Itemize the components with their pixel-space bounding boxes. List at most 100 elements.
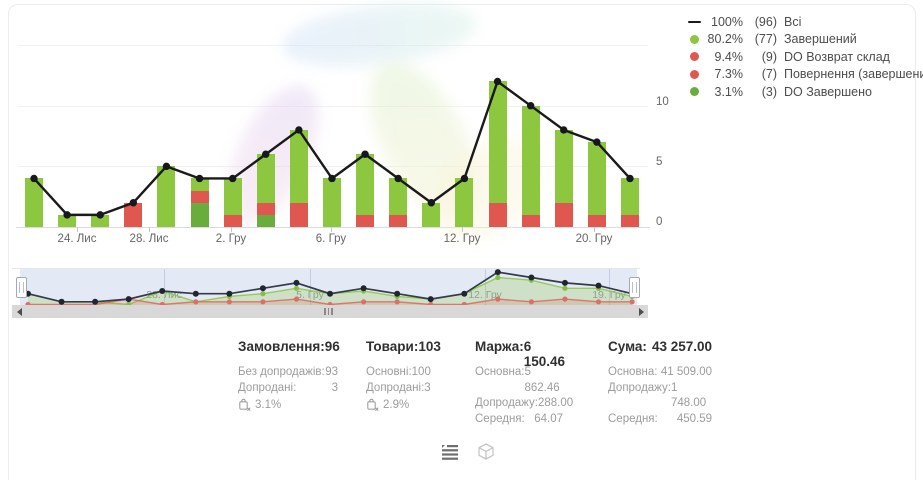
legend-label: DO Возврат склад (784, 49, 890, 64)
x-axis-line (16, 227, 650, 228)
bar-segment[interactable] (223, 214, 242, 227)
legend-item-all[interactable]: 100% (96) Всі (688, 13, 923, 31)
x-axis-tick (594, 227, 595, 232)
scrollbar-left-arrow-icon[interactable] (12, 305, 26, 318)
products-view-toggle-button[interactable] (474, 441, 498, 463)
stat-row-value: 3 (424, 381, 431, 394)
legend-item-do-completed[interactable]: 3.1% (3) DO Завершено (688, 83, 923, 101)
legend-label: Повернення (завершений) (784, 67, 923, 82)
gridline (18, 106, 648, 107)
bar-segment[interactable] (58, 214, 77, 227)
bar-segment[interactable] (322, 178, 341, 227)
bar-segment[interactable] (157, 166, 176, 227)
bar-segment[interactable] (356, 214, 375, 227)
stat-row-label: Допродані: (238, 381, 297, 394)
bar-segment[interactable] (488, 202, 507, 227)
bar-segment[interactable] (256, 202, 275, 215)
legend-percent: 9.4% (714, 49, 744, 64)
bar-segment[interactable] (587, 142, 606, 215)
stat-row-value: 1 748.00 (670, 381, 707, 410)
stat-row-label: Основна: (608, 366, 658, 378)
x-axis-tick-label: 28. Лис (129, 233, 169, 245)
bar-segment[interactable] (256, 214, 275, 227)
dot-marker-icon (690, 52, 699, 62)
bar-segment[interactable] (91, 214, 110, 227)
stat-row-label: Допродажу: (608, 381, 671, 394)
bar-segment[interactable] (554, 202, 573, 227)
bar-segment[interactable] (289, 129, 308, 203)
stat-row-label: Допродані: (366, 381, 425, 394)
stat-title-value: 43 257.00 (651, 339, 712, 354)
stat-title-value: 6 150.46 (523, 339, 566, 369)
bar-segment[interactable] (488, 81, 507, 203)
stat-title-label: Замовлення: (238, 339, 325, 354)
stat-row-value: 3 (331, 381, 338, 394)
bar-segment[interactable] (422, 202, 441, 227)
x-axis-tick-label: 2. Гру (215, 233, 247, 245)
summary-list-toggle-button[interactable] (438, 441, 462, 463)
scrollbar-thumb-grip[interactable] (324, 308, 333, 315)
legend-label: DO Завершено (784, 84, 872, 99)
upsell-percent: 2.9% (383, 398, 410, 411)
legend-item-completed[interactable]: 80.2% (77) Завершений (688, 31, 923, 49)
line-marker-icon (688, 20, 701, 23)
stat-title-label: Маржа: (475, 339, 524, 354)
legend-percent: 7.3% (714, 67, 744, 82)
bar-segment[interactable] (521, 105, 540, 215)
x-axis-tick (231, 227, 232, 232)
bar-segment[interactable] (223, 178, 242, 215)
legend-label: Всі (784, 14, 802, 29)
legend-item-return-completed[interactable]: 7.3% (7) Повернення (завершений) (688, 66, 923, 84)
package-box-icon (478, 443, 494, 460)
stat-row-label: Без допродажів: (238, 366, 325, 378)
bar-segment[interactable] (521, 214, 540, 227)
navigator-left-handle[interactable] (16, 277, 27, 298)
legend-percent: 80.2% (707, 32, 743, 47)
navigator-scrollbar[interactable] (12, 305, 648, 318)
bar-segment[interactable] (389, 178, 408, 215)
stat-row-label: Середня: (608, 412, 658, 425)
navigator-gridline (164, 269, 165, 306)
chart-legend: 100% (96) Всі 80.2% (77) Завершений 9.4%… (688, 13, 923, 101)
stat-title-label: Товари: (366, 339, 419, 354)
bar-segment[interactable] (356, 154, 375, 215)
bar-segment[interactable] (190, 190, 209, 203)
bar-segment[interactable] (620, 214, 639, 227)
bar-segment[interactable] (190, 202, 209, 227)
upsell-bag-icon (239, 398, 251, 411)
legend-count: (7) (761, 67, 777, 82)
bar-segment[interactable] (620, 178, 639, 215)
x-axis-tick-label: 6. Гру (315, 233, 347, 245)
bar-segment[interactable] (587, 214, 606, 227)
gridline (18, 45, 648, 46)
x-axis-tick (462, 227, 463, 232)
navigator-gridline (485, 269, 486, 306)
bar-segment[interactable] (256, 154, 275, 203)
bar-segment[interactable] (289, 202, 308, 227)
bar-segment[interactable] (124, 202, 143, 227)
stat-row-value: 5 862.46 (524, 366, 560, 394)
stat-row-label: Допродажу: (475, 397, 538, 409)
x-axis-tick-label: 12. Гру (443, 233, 481, 245)
bar-segment[interactable] (455, 178, 474, 227)
legend-percent: 3.1% (714, 84, 744, 99)
legend-percent: 100% (711, 14, 743, 29)
stat-col-margin: Маржа: 6 150.46 Основна: 5 862.46 Допрода… (475, 339, 573, 427)
stat-row-value: 450.59 (676, 412, 712, 425)
x-axis-tick (331, 227, 332, 232)
y-axis-tick-label: 5 (656, 156, 663, 168)
bar-segment[interactable] (554, 129, 573, 203)
bar-segment[interactable] (389, 214, 408, 227)
stat-col-products: Товари: 103 Основні: 100 Допродані: 3 2.9% (366, 339, 441, 411)
bar-segment[interactable] (25, 178, 43, 227)
navigator-tick-label: 12. Гру (455, 289, 515, 301)
navigator-right-handle[interactable] (629, 277, 640, 298)
legend-item-return-warehouse[interactable]: 9.4% (9) DO Возврат склад (688, 48, 923, 66)
stat-col-orders: Замовлення: 96 Без допродажів: 93 Допрода… (238, 339, 340, 411)
dot-marker-icon (690, 34, 699, 44)
scrollbar-right-arrow-icon[interactable] (634, 305, 648, 318)
legend-label: Завершений (784, 32, 857, 47)
bar-segment[interactable] (190, 178, 209, 191)
y-axis-tick-label: 0 (656, 216, 663, 228)
